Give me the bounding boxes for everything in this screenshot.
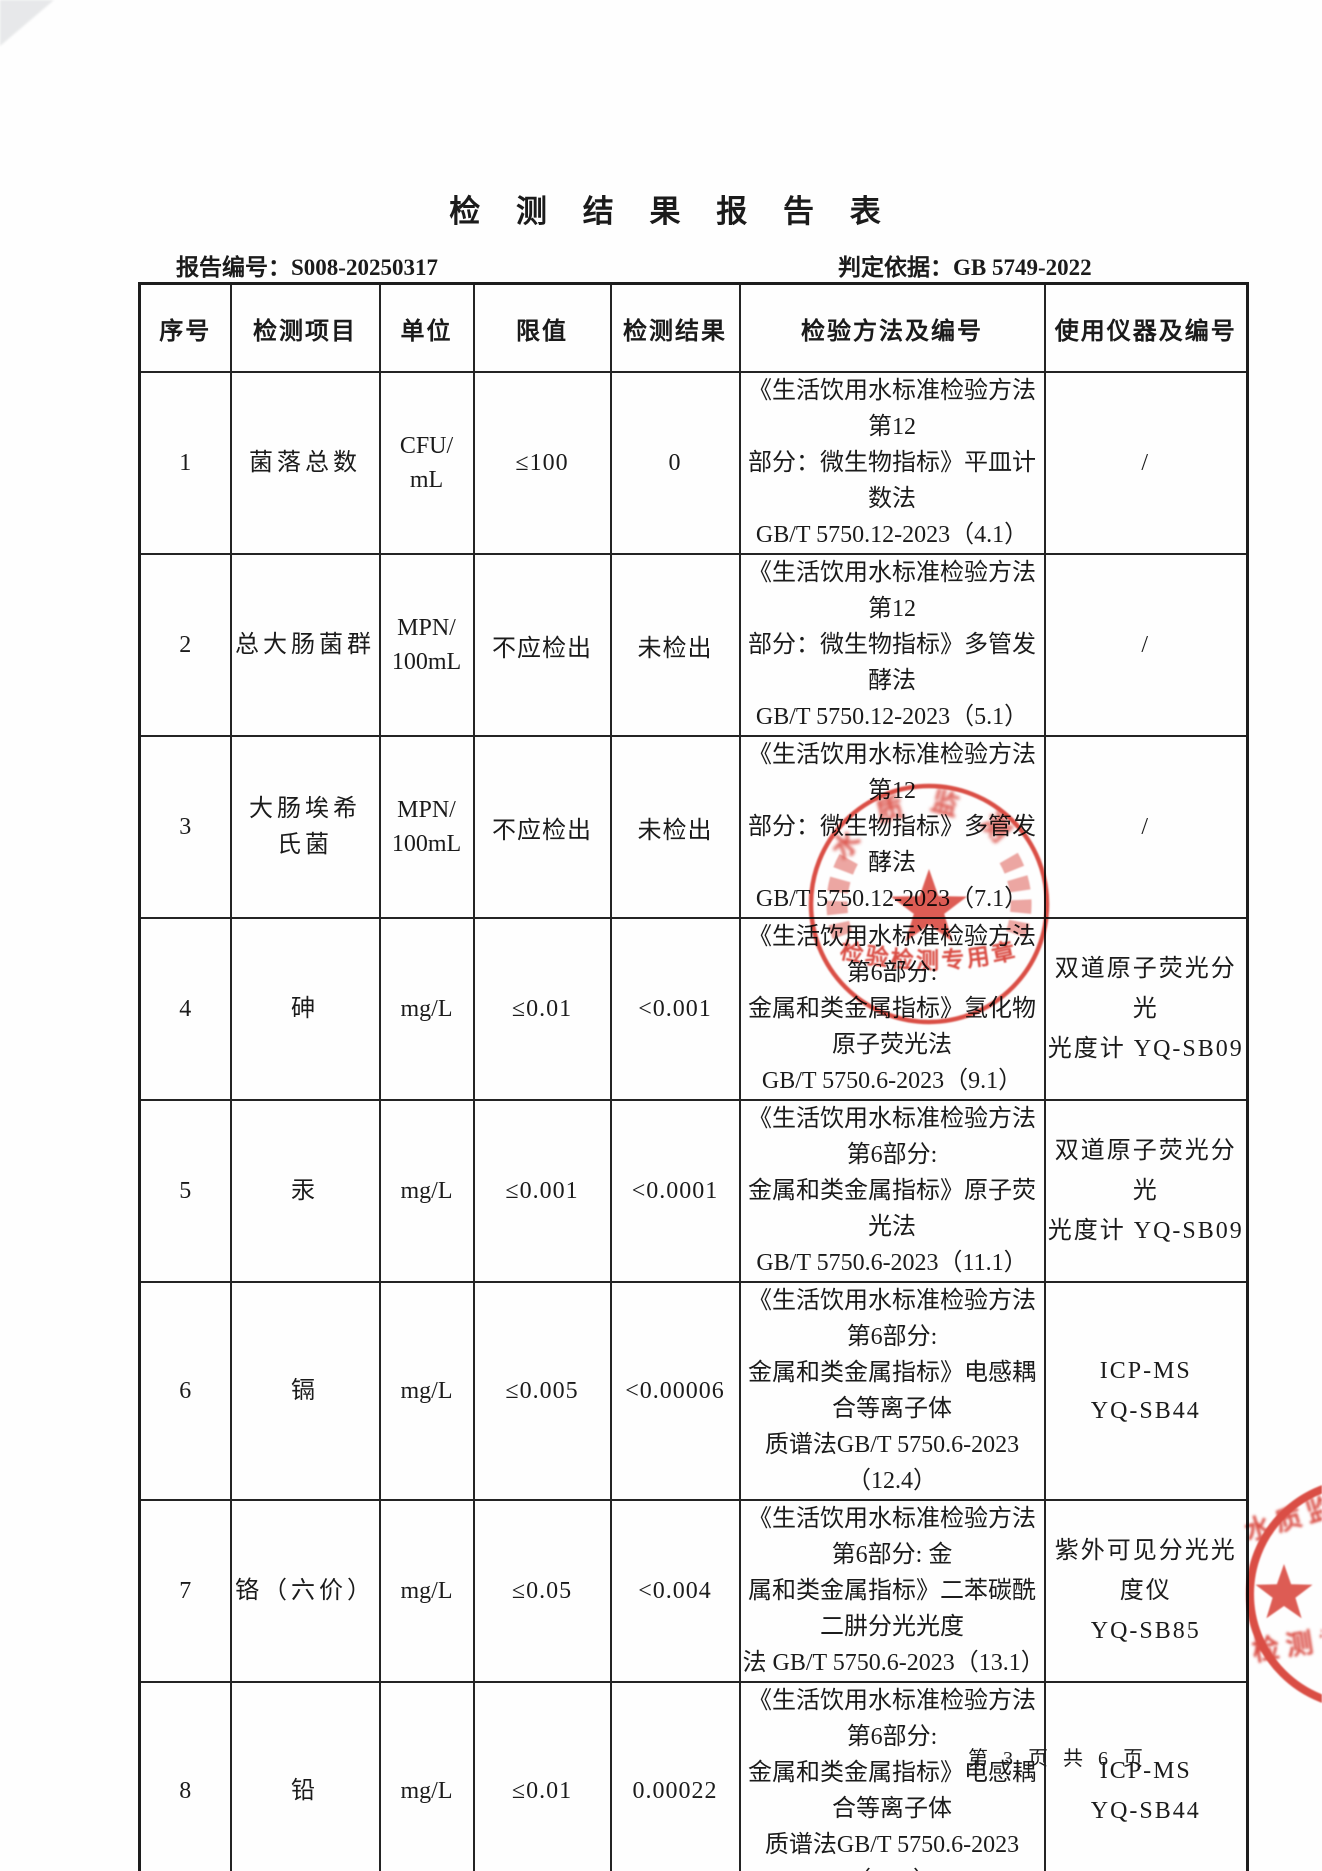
cell-item: 铬（六价） xyxy=(229,1499,381,1683)
cell-limit: ≤100 xyxy=(472,371,612,555)
judgement-basis-label: 判定依据： xyxy=(838,255,953,280)
cell-instrument: / xyxy=(1043,553,1249,737)
header-instrument: 使用仪器及编号 xyxy=(1043,282,1249,373)
cell-item: 大肠埃希 氏菌 xyxy=(229,735,381,919)
cell-item: 镉 xyxy=(229,1281,381,1501)
cell-seq: 2 xyxy=(138,553,232,737)
table-row: 6 镉 mg/L ≤0.005 <0.00006 《生活饮用水标准检验方法 第6… xyxy=(138,1281,1249,1501)
cell-seq: 1 xyxy=(138,371,232,555)
cell-method: 《生活饮用水标准检验方法 第12 部分：微生物指标》多管发酵法 GB/T 575… xyxy=(738,553,1046,737)
cell-result: 未检出 xyxy=(609,735,741,919)
header-item: 检测项目 xyxy=(229,282,381,373)
scan-corner-artifact xyxy=(0,0,54,46)
table-header-row: 序号 检测项目 单位 限值 检测结果 检验方法及编号 使用仪器及编号 xyxy=(138,282,1249,373)
page-title: 检 测 结 果 报 告 表 xyxy=(449,194,895,229)
cell-limit: ≤0.05 xyxy=(472,1499,612,1683)
edge-stamp-border-circle xyxy=(1246,1485,1322,1703)
cell-limit: 不应检出 xyxy=(472,735,612,919)
cell-method: 《生活饮用水标准检验方法 第12 部分：微生物指标》多管发酵法 GB/T 575… xyxy=(738,735,1046,919)
judgement-basis-value: GB 5749-2022 xyxy=(953,255,1092,280)
page-footer: 第 3 页 共 6 页 xyxy=(968,1748,1148,1770)
cell-seq: 7 xyxy=(138,1499,232,1683)
cell-item: 砷 xyxy=(229,917,381,1101)
table-row: 8 铅 mg/L ≤0.01 0.00022 《生活饮用水标准检验方法 第6部分… xyxy=(138,1681,1249,1871)
cell-item: 铅 xyxy=(229,1681,381,1871)
cell-limit: 不应检出 xyxy=(472,553,612,737)
cell-result: <0.00006 xyxy=(609,1281,741,1501)
cell-limit: ≤0.001 xyxy=(472,1099,612,1283)
cell-instrument: / xyxy=(1043,371,1249,555)
cell-instrument: 双道原子荧光分光 光度计 YQ-SB09 xyxy=(1043,917,1249,1101)
cell-result: <0.004 xyxy=(609,1499,741,1683)
cell-limit: ≤0.01 xyxy=(472,1681,612,1871)
cell-seq: 3 xyxy=(138,735,232,919)
header-limit: 限值 xyxy=(472,282,612,373)
cell-result: 未检出 xyxy=(609,553,741,737)
cell-unit: CFU/ mL xyxy=(378,371,475,555)
cell-limit: ≤0.01 xyxy=(472,917,612,1101)
table-row: 2 总大肠菌群 MPN/ 100mL 不应检出 未检出 《生活饮用水标准检验方法… xyxy=(138,553,1249,737)
edge-star-icon xyxy=(1255,1564,1313,1619)
cell-item: 汞 xyxy=(229,1099,381,1283)
report-number-label: 报告编号： xyxy=(176,255,291,280)
cell-unit: MPN/ 100mL xyxy=(378,553,475,737)
table-row: 3 大肠埃希 氏菌 MPN/ 100mL 不应检出 未检出 《生活饮用水标准检验… xyxy=(138,735,1249,919)
cell-limit: ≤0.005 xyxy=(472,1281,612,1501)
cell-instrument: ICP-MS YQ-SB44 xyxy=(1043,1681,1249,1871)
cell-method: 《生活饮用水标准检验方法 第6部分: 金属和类金属指标》氢化物原子荧光法 GB/… xyxy=(738,917,1046,1101)
table-row: 1 菌落总数 CFU/ mL ≤100 0 《生活饮用水标准检验方法 第12 部… xyxy=(138,371,1249,555)
cell-unit: mg/L xyxy=(378,1099,475,1283)
cell-instrument: / xyxy=(1043,735,1249,919)
cell-method: 《生活饮用水标准检验方法 第6部分: 金属和类金属指标》电感耦合等离子体 质谱法… xyxy=(738,1681,1046,1871)
report-number-line: 报告编号：S008-20250317 xyxy=(176,248,438,282)
judgement-basis-line: 判定依据：GB 5749-2022 xyxy=(838,248,1092,282)
cell-result: 0.00022 xyxy=(609,1681,741,1871)
cell-item: 总大肠菌群 xyxy=(229,553,381,737)
results-table: 序号 检测项目 单位 限值 检测结果 检验方法及编号 使用仪器及编号 1 菌落总… xyxy=(138,282,1249,1871)
cell-seq: 5 xyxy=(138,1099,232,1283)
cell-unit: mg/L xyxy=(378,1281,475,1501)
header-result: 检测结果 xyxy=(609,282,741,373)
cell-result: 0 xyxy=(609,371,741,555)
cell-unit: mg/L xyxy=(378,917,475,1101)
table-row: 4 砷 mg/L ≤0.01 <0.001 《生活饮用水标准检验方法 第6部分:… xyxy=(138,917,1249,1101)
cell-method: 《生活饮用水标准检验方法 第6部分: 金 属和类金属指标》二苯碳酰二肼分光光度 … xyxy=(738,1499,1046,1683)
cell-method: 《生活饮用水标准检验方法 第6部分: 金属和类金属指标》原子荧光法 GB/T 5… xyxy=(738,1099,1046,1283)
cell-seq: 8 xyxy=(138,1681,232,1871)
table-row: 5 汞 mg/L ≤0.001 <0.0001 《生活饮用水标准检验方法 第6部… xyxy=(138,1099,1249,1283)
header-unit: 单位 xyxy=(378,282,475,373)
cell-seq: 6 xyxy=(138,1281,232,1501)
edge-stamp-lower-text: 检测专 xyxy=(1250,1620,1322,1667)
cell-unit: mg/L xyxy=(378,1499,475,1683)
cell-result: <0.0001 xyxy=(609,1099,741,1283)
cell-method: 《生活饮用水标准检验方法 第6部分: 金属和类金属指标》电感耦合等离子体 质谱法… xyxy=(738,1281,1046,1501)
report-number-value: S008-20250317 xyxy=(291,255,438,280)
cell-item: 菌落总数 xyxy=(229,371,381,555)
header-seq: 序号 xyxy=(138,282,232,373)
cell-method: 《生活饮用水标准检验方法 第12 部分：微生物指标》平皿计数法 GB/T 575… xyxy=(738,371,1046,555)
header-method: 检验方法及编号 xyxy=(738,282,1046,373)
cell-result: <0.001 xyxy=(609,917,741,1101)
cell-unit: mg/L xyxy=(378,1681,475,1871)
cell-seq: 4 xyxy=(138,917,232,1101)
table-row: 7 铬（六价） mg/L ≤0.05 <0.004 《生活饮用水标准检验方法 第… xyxy=(138,1499,1249,1683)
cell-instrument: ICP-MS YQ-SB44 xyxy=(1043,1281,1249,1501)
cell-instrument: 双道原子荧光分光 光度计 YQ-SB09 xyxy=(1043,1099,1249,1283)
cell-unit: MPN/ 100mL xyxy=(378,735,475,919)
cell-instrument: 紫外可见分光光度仪 YQ-SB85 xyxy=(1043,1499,1249,1683)
edge-stamp-arc-text: 水质监 xyxy=(1241,1491,1322,1547)
